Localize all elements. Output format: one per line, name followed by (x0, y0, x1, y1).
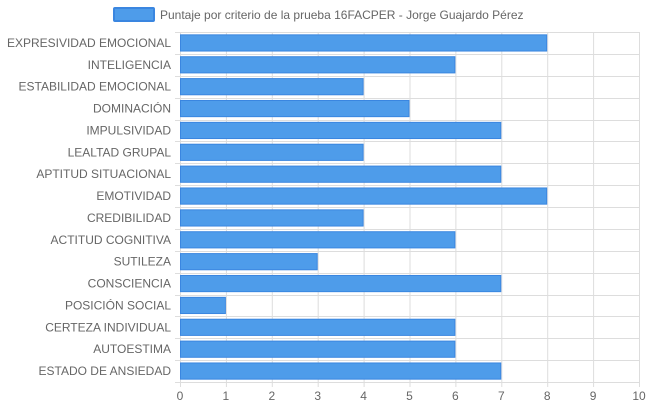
bar[interactable] (180, 253, 318, 271)
legend-swatch (113, 7, 155, 22)
x-tick-label: 10 (632, 389, 646, 403)
category-label: ESTABILIDAD EMOCIONAL (19, 80, 172, 94)
bar[interactable] (180, 340, 456, 358)
bar[interactable] (180, 56, 456, 74)
legend-label: Puntaje por criterio de la prueba 16FACP… (160, 8, 524, 22)
x-tick-label: 1 (223, 389, 230, 403)
category-label: INTELIGENCIA (88, 58, 171, 72)
bar[interactable] (180, 99, 410, 118)
x-tick-label: 7 (498, 389, 505, 403)
bar[interactable] (180, 231, 456, 249)
bar[interactable] (180, 187, 548, 205)
category-label: EXPRESIVIDAD EMOCIONAL (7, 36, 171, 50)
x-tick-label: 2 (268, 389, 275, 403)
bar[interactable] (180, 362, 502, 380)
bar[interactable] (180, 165, 502, 183)
x-tick-label: 0 (177, 389, 184, 403)
bar[interactable] (180, 121, 502, 140)
category-label: ACTITUD COGNITIVA (51, 233, 171, 247)
x-tick-label: 4 (360, 389, 367, 403)
bar[interactable] (180, 274, 502, 293)
bar[interactable] (180, 78, 364, 96)
bars (180, 34, 548, 380)
bar[interactable] (180, 318, 456, 336)
category-label: IMPULSIVIDAD (86, 123, 171, 137)
category-label: CREDIBILIDAD (87, 211, 171, 225)
category-label: CONSCIENCIA (88, 277, 171, 291)
bar[interactable] (180, 296, 226, 315)
bar[interactable] (180, 143, 364, 161)
x-tick-label: 5 (406, 389, 413, 403)
category-label: ESTADO DE ANSIEDAD (39, 364, 172, 378)
category-label: EMOTIVIDAD (96, 189, 171, 203)
category-labels: EXPRESIVIDAD EMOCIONAL INTELIGENCIA ESTABI… (7, 36, 171, 378)
category-label: DOMINACIÓN (93, 101, 171, 116)
category-label: APTITUD SITUACIONAL (36, 167, 171, 181)
x-tick-label: 3 (314, 389, 321, 403)
bar[interactable] (180, 34, 548, 52)
legend[interactable]: Puntaje por criterio de la prueba 16FACP… (113, 7, 524, 22)
bar[interactable] (180, 209, 364, 227)
category-label: LEALTAD GRUPAL (68, 145, 172, 159)
x-axis-ticks: 0 1 2 3 4 5 6 7 8 9 10 (177, 389, 646, 403)
category-label: POSICIÓN SOCIAL (65, 297, 171, 312)
category-label: SUTILEZA (114, 255, 171, 269)
category-label: AUTOESTIMA (93, 342, 171, 356)
x-tick-label: 8 (544, 389, 551, 403)
x-tick-label: 9 (590, 389, 597, 403)
category-label: CERTEZA INDIVIDUAL (45, 320, 171, 334)
gridlines (175, 32, 640, 387)
x-tick-label: 6 (452, 389, 459, 403)
